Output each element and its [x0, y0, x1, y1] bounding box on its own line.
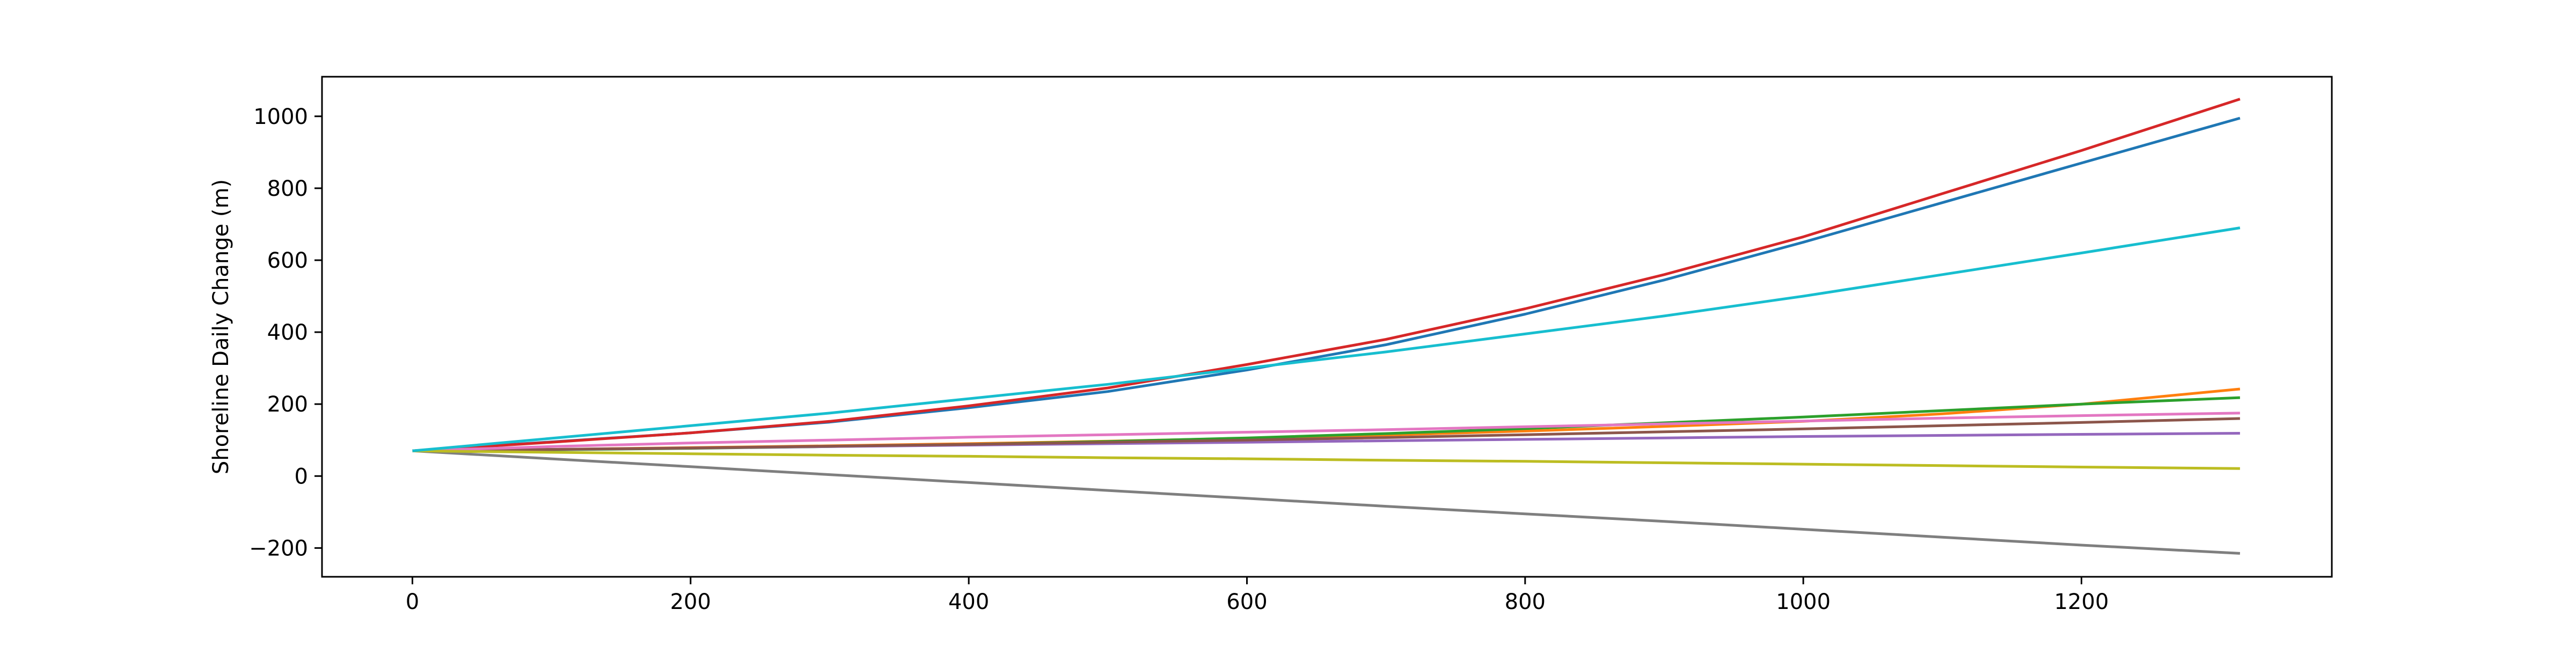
series-line-10 [412, 226, 2241, 452]
series-line-1 [412, 116, 2241, 452]
y-tick-label: 600 [267, 248, 308, 273]
y-tick-label: 800 [267, 177, 308, 201]
series-line-6 [412, 417, 2240, 452]
x-axis-ticks: 0 200 400 600 800 1000 1200 [406, 577, 2109, 614]
x-tick-label: 400 [948, 590, 989, 614]
y-tick-label: −200 [249, 536, 308, 561]
series-line-8 [412, 449, 2241, 555]
series-line-9 [412, 449, 2240, 470]
x-tick-label: 200 [670, 590, 711, 614]
series-line-7 [412, 412, 2240, 452]
y-tick-label: 400 [267, 320, 308, 345]
x-tick-label: 1000 [1776, 590, 1831, 614]
y-axis-label: Shoreline Daily Change (m) [209, 179, 233, 474]
y-axis-ticks: −200 0 200 400 600 800 1000 [249, 105, 322, 561]
x-tick-label: 800 [1505, 590, 1546, 614]
series-lines [412, 98, 2241, 555]
x-tick-label: 1200 [2054, 590, 2109, 614]
x-tick-label: 0 [406, 590, 419, 614]
plot-area-frame [321, 76, 2333, 578]
x-tick-label: 600 [1226, 590, 1267, 614]
y-tick-label: 1000 [253, 105, 308, 129]
y-tick-label: 0 [295, 464, 308, 489]
y-tick-label: 200 [267, 392, 308, 417]
series-line-4 [412, 98, 2241, 452]
